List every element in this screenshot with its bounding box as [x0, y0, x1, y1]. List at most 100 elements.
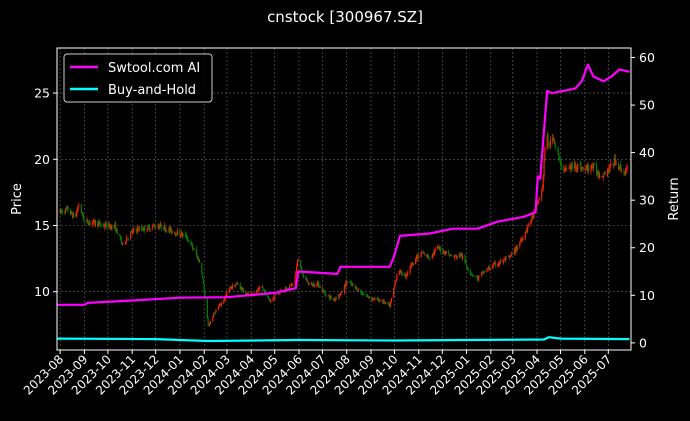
- candle-body: [584, 169, 587, 170]
- candle-body: [148, 224, 150, 227]
- candle-body: [363, 294, 365, 295]
- candle-body: [115, 228, 118, 231]
- candle-body: [393, 287, 395, 298]
- candle-body: [340, 291, 342, 294]
- candle-body: [432, 253, 434, 257]
- candle-body: [72, 213, 74, 218]
- candle-body: [371, 297, 373, 300]
- candle-body: [109, 226, 111, 228]
- candle-body: [522, 238, 524, 241]
- candle-body: [379, 300, 382, 302]
- candle-body: [208, 324, 210, 326]
- candle-body: [218, 305, 220, 307]
- candle-body: [108, 223, 110, 228]
- candle-body: [559, 158, 561, 161]
- candle-body: [217, 307, 219, 310]
- candle-body: [330, 296, 332, 299]
- candle-body: [620, 164, 622, 171]
- candle-body: [350, 282, 353, 285]
- candle-body: [542, 176, 544, 189]
- candle-body: [385, 301, 387, 303]
- candle-body: [259, 287, 261, 289]
- candle-body: [458, 253, 461, 258]
- candle-body: [174, 232, 176, 235]
- candle-body: [396, 274, 398, 281]
- candle-body: [236, 283, 238, 285]
- candle-body: [185, 234, 187, 239]
- candle-body: [378, 298, 380, 302]
- candle-body: [361, 292, 363, 293]
- candle-body: [234, 284, 236, 288]
- candle-body: [588, 165, 590, 171]
- candle-body: [384, 302, 386, 304]
- candle-body: [125, 241, 127, 244]
- candle-body: [191, 244, 194, 249]
- candle-body: [341, 291, 343, 293]
- candle-body: [623, 170, 625, 174]
- candle-body: [324, 291, 326, 294]
- candle-body: [256, 290, 258, 294]
- candle-body: [187, 239, 190, 242]
- candle-body: [401, 274, 403, 276]
- candle-body: [240, 287, 242, 289]
- candle-body: [581, 168, 583, 171]
- candle-body: [497, 264, 499, 266]
- candle-body: [195, 248, 197, 256]
- candle-body: [499, 260, 501, 264]
- candle-body: [394, 281, 396, 285]
- candle-body: [465, 264, 468, 267]
- candle-body: [241, 288, 244, 290]
- candle-body: [412, 263, 414, 265]
- candle-body: [153, 225, 155, 226]
- candle-body: [575, 167, 577, 169]
- candle-body: [355, 287, 357, 289]
- candle-body: [308, 283, 310, 285]
- candle-body: [505, 257, 507, 261]
- candle-body: [382, 300, 385, 303]
- candle-body: [77, 206, 79, 210]
- candle-body: [437, 246, 439, 249]
- candle-body: [187, 238, 189, 240]
- candle-body: [126, 237, 128, 242]
- candle-body: [516, 247, 519, 250]
- candle-body: [434, 249, 436, 251]
- candle-body: [537, 202, 539, 204]
- candle-body: [426, 253, 428, 257]
- candle-body: [294, 275, 296, 285]
- candle-body: [196, 255, 198, 257]
- candle-body: [438, 247, 440, 248]
- candle-body: [555, 146, 557, 147]
- candle-body: [220, 304, 222, 306]
- candle-body: [171, 231, 173, 233]
- candle-body: [86, 219, 88, 221]
- candle-body: [525, 231, 527, 233]
- candle-body: [312, 283, 314, 287]
- candle-body: [157, 226, 159, 228]
- candle-body: [519, 240, 522, 242]
- candle-body: [285, 286, 288, 288]
- candle-body: [505, 256, 508, 258]
- candle-body: [65, 208, 67, 213]
- candle-body: [223, 300, 225, 304]
- candle-body: [270, 300, 272, 302]
- candle-body: [489, 268, 491, 270]
- candle-body: [127, 237, 129, 239]
- candle-body: [59, 209, 61, 214]
- candle-body: [625, 168, 627, 172]
- candle-body: [405, 275, 407, 278]
- candle-body: [587, 165, 589, 172]
- candle-body: [231, 285, 234, 289]
- candle-body: [175, 233, 177, 235]
- candle-body: [203, 284, 205, 293]
- candle-body: [137, 227, 139, 232]
- candle-body: [478, 275, 480, 277]
- candle-body: [395, 279, 397, 282]
- candle-body: [296, 266, 298, 271]
- candle-body: [400, 270, 402, 272]
- candle-body: [548, 142, 550, 148]
- candle-body: [465, 261, 467, 265]
- candle-body: [328, 295, 330, 297]
- candle-body: [82, 212, 84, 218]
- candle-body: [475, 276, 477, 277]
- candle-body: [86, 218, 89, 224]
